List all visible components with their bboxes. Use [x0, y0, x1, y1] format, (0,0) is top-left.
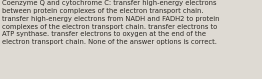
- Text: Coenzyme Q and cytochrome C: transfer high-energy electrons
between protein comp: Coenzyme Q and cytochrome C: transfer hi…: [2, 0, 220, 45]
